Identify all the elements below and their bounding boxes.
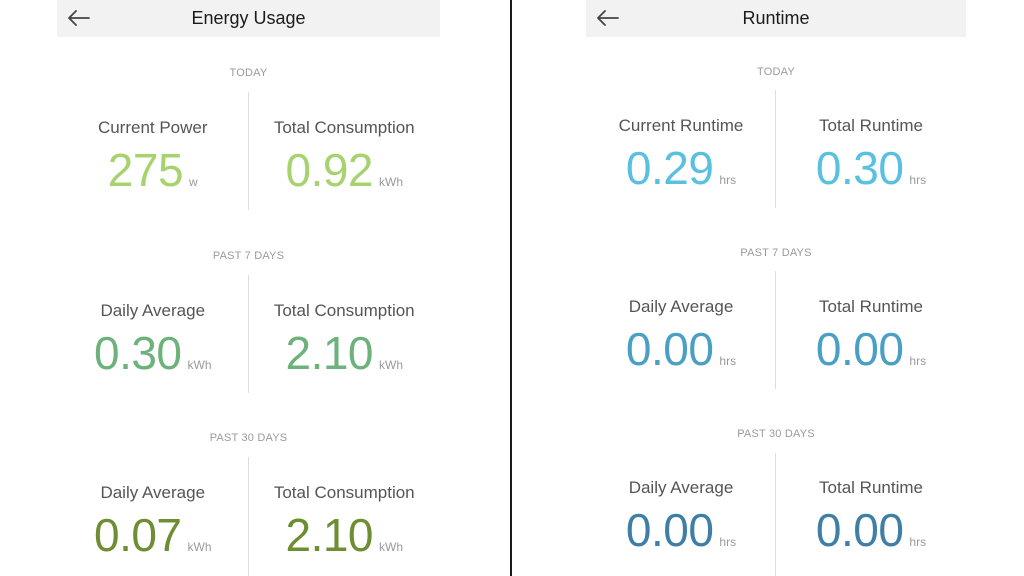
section-label-past-30-days: PAST 30 DAYS — [209, 432, 288, 444]
section-label-past-30-days: PAST 30 DAYS — [737, 428, 815, 440]
metric-unit: kWh — [379, 175, 404, 189]
metric-unit: kWh — [187, 358, 212, 372]
section-label-past-7-days: PAST 7 DAYS — [212, 250, 285, 262]
metric-total-runtime-7d: Total Runtime 0.00 hrs — [776, 297, 966, 375]
metric-unit: hrs — [909, 354, 927, 368]
metric-label: Total Runtime — [819, 116, 923, 135]
runtime-header: Runtime — [586, 0, 966, 37]
metric-unit: w — [189, 175, 198, 189]
column-separator — [775, 90, 776, 208]
section-label-past-7-days: PAST 7 DAYS — [740, 247, 812, 259]
page-title: Energy Usage — [191, 8, 306, 28]
metric-unit: kWh — [379, 358, 404, 372]
metric-unit: hrs — [719, 354, 737, 368]
metric-daily-average-7d: Daily Average 0.30 kWh — [57, 301, 249, 379]
column-separator — [775, 453, 776, 576]
metric-label: Total Runtime — [819, 297, 923, 316]
back-arrow-icon — [68, 10, 90, 26]
back-arrow-icon — [597, 10, 619, 26]
metric-label: Total Consumption — [273, 118, 415, 137]
metric-label: Daily Average — [628, 478, 734, 497]
metric-total-runtime-today: Total Runtime 0.30 hrs — [776, 116, 966, 194]
metric-label: Current Runtime — [618, 116, 744, 135]
metric-value: 0.30 — [93, 327, 182, 379]
metric-unit: hrs — [909, 535, 927, 549]
metric-current-runtime: Current Runtime 0.29 hrs — [586, 116, 776, 194]
metric-label: Daily Average — [100, 301, 206, 320]
metric-value: 0.92 — [285, 144, 374, 196]
screen-divider — [510, 0, 512, 576]
metric-value: 0.00 — [625, 504, 714, 556]
metric-value: 0.29 — [625, 142, 714, 194]
metric-value: 275 — [107, 144, 184, 196]
metric-total-consumption-30d: Total Consumption 2.10 kWh — [249, 483, 441, 561]
metric-label: Daily Average — [100, 483, 206, 502]
section-label-today: TODAY — [229, 67, 268, 79]
metric-value: 0.00 — [815, 323, 904, 375]
metric-label: Total Consumption — [273, 301, 415, 320]
runtime-panel: Runtime TODAY Current Runtime 0.29 hrs To… — [586, 0, 966, 576]
back-button[interactable] — [596, 6, 620, 30]
metric-unit: hrs — [909, 173, 927, 187]
metric-daily-average-30d: Daily Average 0.00 hrs — [586, 478, 776, 556]
metric-total-consumption-today: Total Consumption 0.92 kWh — [249, 118, 441, 196]
metric-label: Daily Average — [628, 297, 734, 316]
back-button[interactable] — [67, 6, 91, 30]
section-label-today: TODAY — [757, 66, 795, 78]
metric-value: 2.10 — [285, 509, 374, 561]
metric-value: 2.10 — [285, 327, 374, 379]
column-separator — [247, 275, 249, 393]
metric-total-runtime-30d: Total Runtime 0.00 hrs — [776, 478, 966, 556]
metric-daily-average-30d: Daily Average 0.07 kWh — [57, 483, 249, 561]
metric-unit: hrs — [719, 173, 737, 187]
metric-value: 0.07 — [93, 509, 182, 561]
metric-unit: hrs — [719, 535, 737, 549]
metric-daily-average-7d: Daily Average 0.00 hrs — [586, 297, 776, 375]
metric-label: Current Power — [97, 118, 208, 137]
metric-unit: kWh — [379, 540, 404, 554]
metric-label: Total Consumption — [273, 483, 415, 502]
metric-value: 0.00 — [625, 323, 714, 375]
page-title: Runtime — [742, 8, 810, 28]
metric-current-power: Current Power 275 w — [57, 118, 249, 196]
energy-usage-panel: Energy Usage TODAY Current Power 275 w To… — [57, 0, 440, 576]
column-separator — [247, 457, 249, 576]
column-separator — [247, 92, 249, 210]
column-separator — [775, 271, 776, 389]
energy-header: Energy Usage — [57, 0, 440, 37]
metric-total-consumption-7d: Total Consumption 2.10 kWh — [249, 301, 441, 379]
metric-label: Total Runtime — [819, 478, 923, 497]
metric-value: 0.30 — [815, 142, 904, 194]
metric-unit: kWh — [187, 540, 212, 554]
metric-value: 0.00 — [815, 504, 904, 556]
